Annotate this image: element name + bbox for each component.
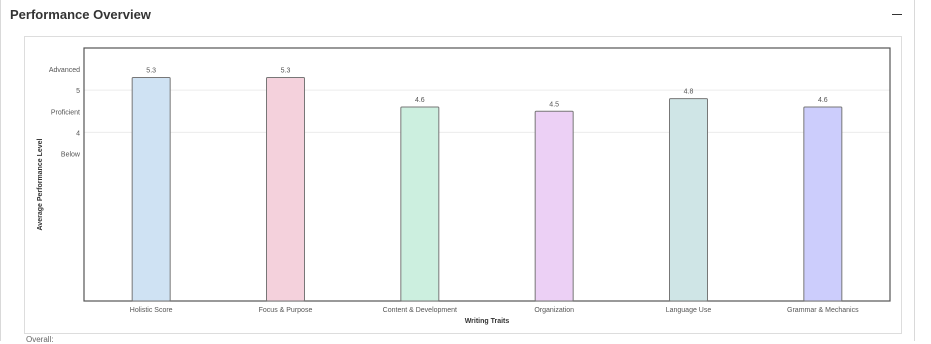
- panel-header: Performance Overview: [10, 6, 905, 26]
- y-level-label-2: Below: [61, 151, 81, 158]
- bar-value-label-0: 5.3: [146, 68, 156, 75]
- x-tick-label-1: Focus & Purpose: [259, 307, 313, 314]
- bar-4: [669, 98, 708, 302]
- y-axis-title: Average Performance Level: [37, 138, 44, 230]
- bar-value-label-1: 5.3: [281, 68, 291, 75]
- y-tick-label-0: 5: [76, 88, 80, 95]
- x-tick-label-4: Language Use: [666, 307, 712, 314]
- y-tick-label-1: 4: [76, 130, 80, 137]
- plot-frame: [83, 47, 891, 302]
- panel-frame: [0, 0, 915, 341]
- bar-5: [803, 106, 843, 302]
- bar-value-label-4: 4.8: [684, 89, 694, 96]
- y-level-label-1: Proficient: [51, 109, 80, 116]
- panel-title: Performance Overview: [10, 7, 151, 22]
- x-tick-label-5: Grammar & Mechanics: [787, 307, 859, 314]
- x-tick-label-2: Content & Development: [383, 307, 457, 314]
- y-level-label-0: Advanced: [49, 67, 80, 74]
- bar-value-label-2: 4.6: [415, 97, 425, 104]
- collapse-button[interactable]: [889, 6, 905, 22]
- x-axis-title: Writing Traits: [465, 318, 510, 325]
- bar-0: [131, 77, 171, 302]
- bar-2: [400, 106, 440, 302]
- x-tick-label-3: Organization: [534, 307, 574, 314]
- bar-chart: 5 4 Advanced Proficient Below Average Perform…: [37, 47, 891, 325]
- bar-value-label-5: 4.6: [818, 97, 828, 104]
- x-tick-label-0: Holistic Score: [130, 307, 173, 314]
- bar-3: [534, 110, 574, 302]
- overall-label: Overall:: [26, 335, 54, 344]
- bar-1: [266, 77, 305, 302]
- bar-value-label-3: 4.5: [549, 101, 559, 108]
- chart-card: 5 4 Advanced Proficient Below Average Perform…: [24, 36, 902, 334]
